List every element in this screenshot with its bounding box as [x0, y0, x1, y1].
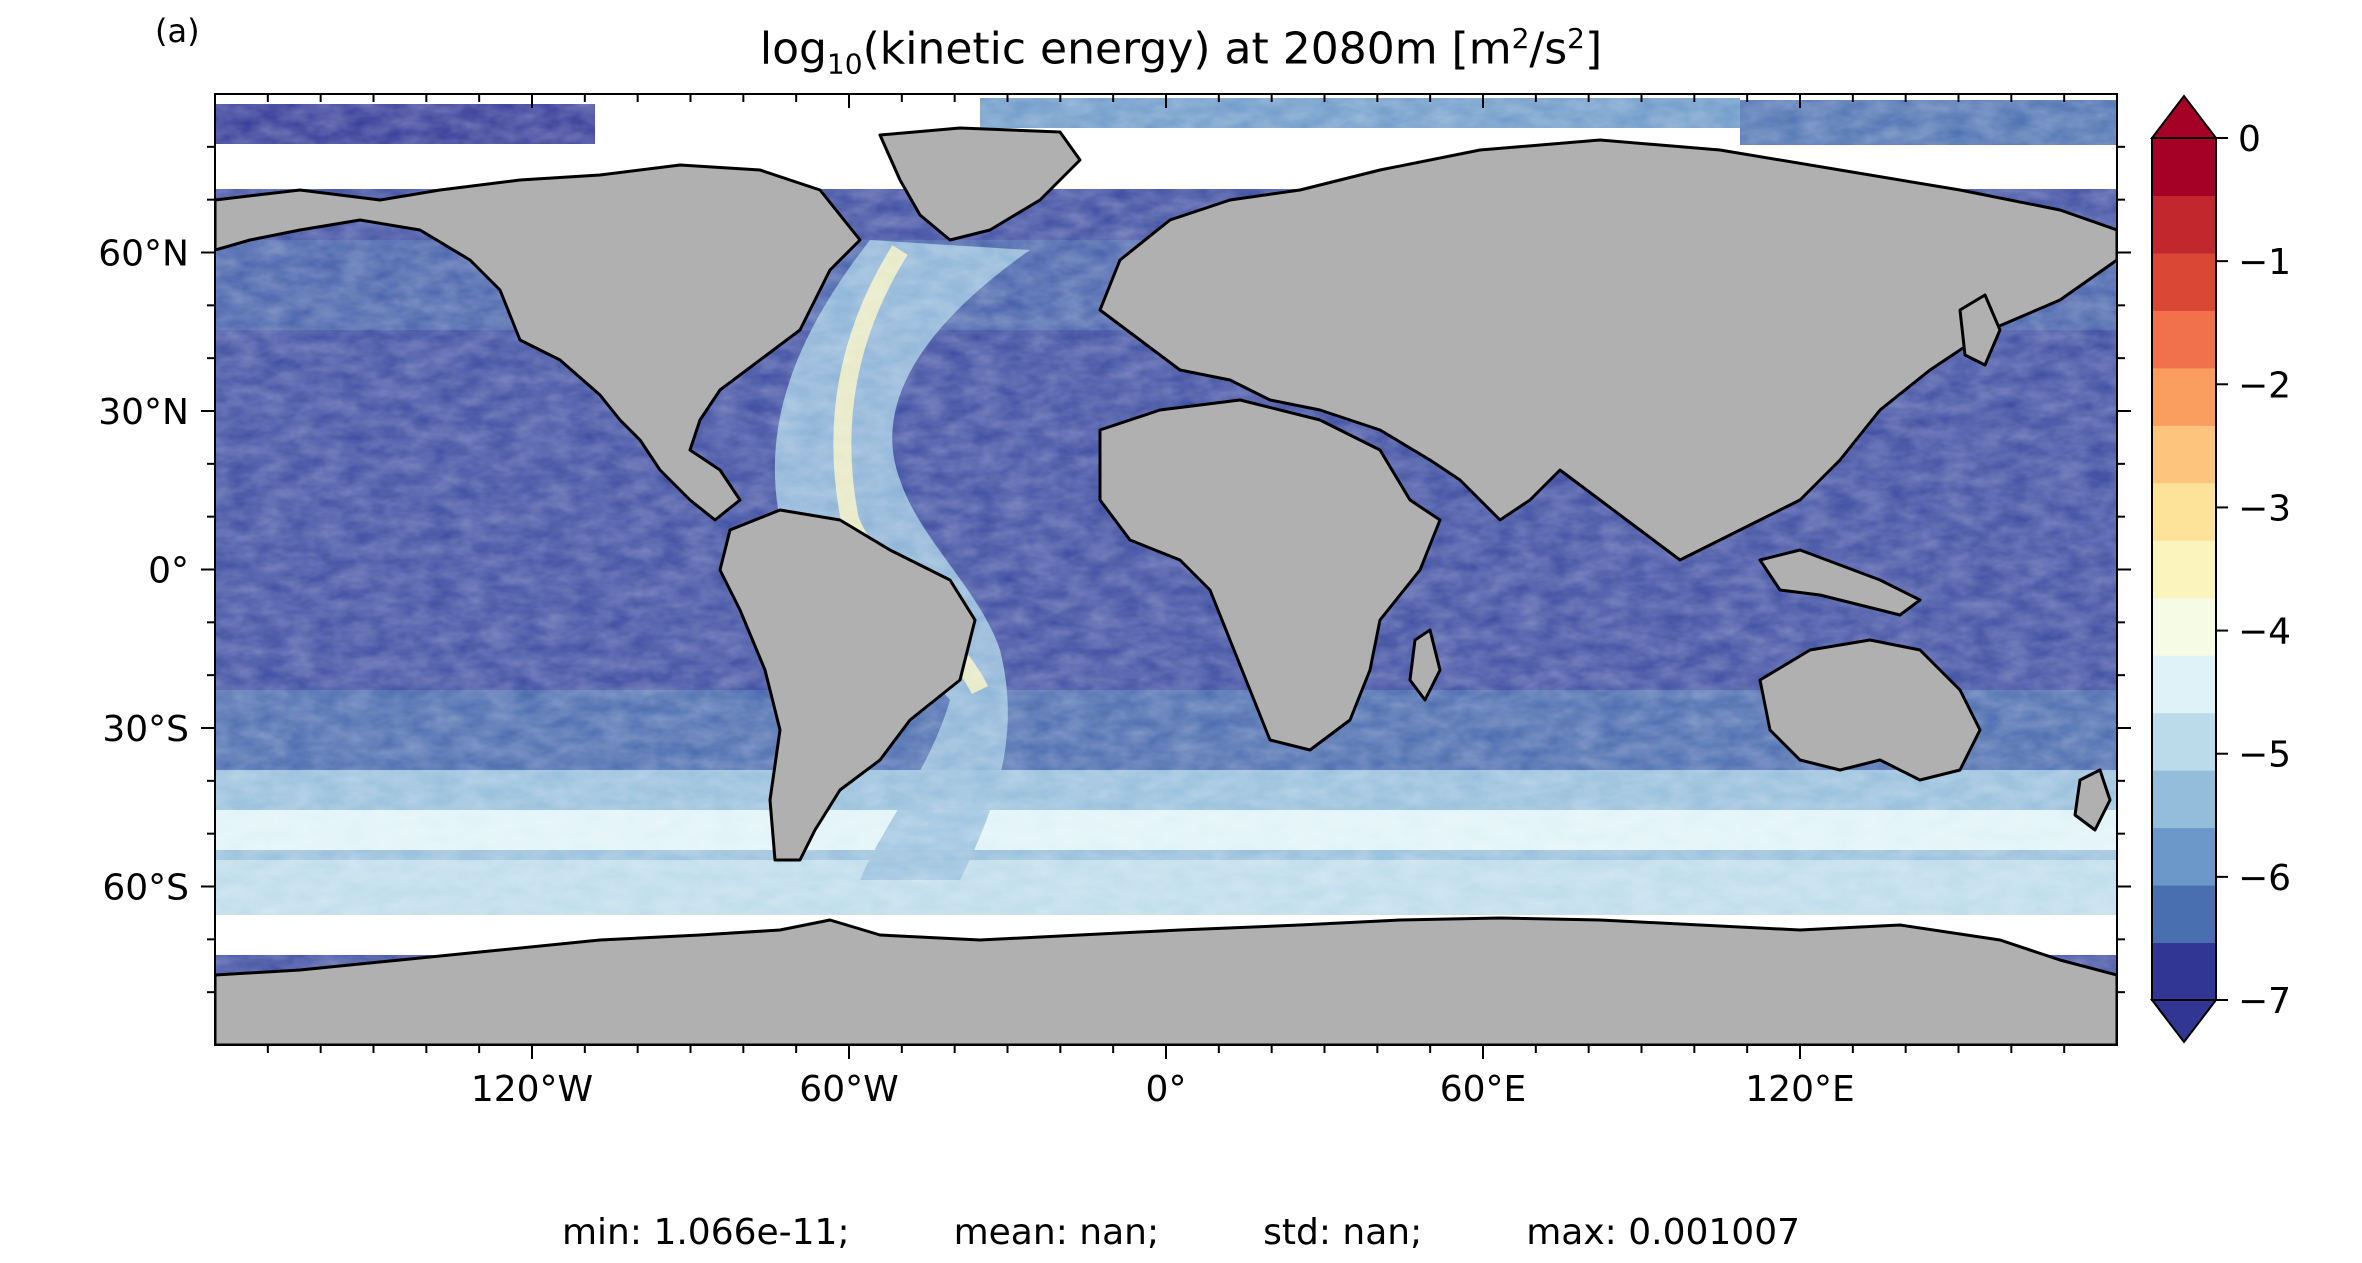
colorbar-tick-label: −2 — [2238, 365, 2291, 406]
colorbar-segment — [2152, 597, 2216, 656]
colorbar-tick-label: −3 — [2238, 488, 2291, 529]
colorbar-tick-label: −1 — [2238, 242, 2291, 283]
axis-ticks: 60°N 30°N 0° 30°S 60°S 120°W 60°W 0° 60°E 120°E — [98, 94, 2131, 1110]
colorbar-tick-label: −5 — [2238, 735, 2291, 776]
colorbar-segment — [2152, 827, 2216, 886]
lat-tick-label: 30°N — [98, 392, 189, 433]
colorbar-segment — [2152, 195, 2216, 254]
colorbar-segment — [2152, 252, 2216, 311]
panel-label: (a) — [155, 12, 200, 50]
colorbar-segment — [2152, 482, 2216, 541]
colorbar: 0 −1 −2 −3 −4 −5 −6 −7 — [2149, 94, 2291, 1044]
stats-line: min: 1.066e-11; mean: nan; std: nan; max: 0… — [0, 1212, 2362, 1253]
indonesia-land — [1758, 548, 1922, 617]
greenland-land — [878, 126, 1082, 242]
colorbar-segment — [2152, 310, 2216, 369]
europe-asia-land — [1098, 138, 2117, 562]
map-area — [215, 94, 2117, 1045]
stat-mean: mean: nan; — [953, 1212, 1160, 1253]
lon-tick-label: 120°E — [1745, 1069, 1854, 1110]
lon-tick-label: 0° — [1146, 1069, 1187, 1110]
colorbar-segment — [2152, 138, 2216, 196]
land-group — [215, 126, 2117, 1045]
lon-tick-label: 60°E — [1440, 1069, 1527, 1110]
madagascar-land — [1408, 628, 1442, 702]
lat-tick-label: 0° — [148, 551, 189, 592]
colorbar-extend-bottom — [2149, 999, 2219, 1044]
lon-tick-label: 60°W — [799, 1069, 898, 1110]
colorbar-segment — [2152, 770, 2216, 829]
colorbar-segment — [2152, 540, 2216, 599]
australia-land — [1758, 638, 1982, 782]
lat-tick-label: 30°S — [102, 709, 189, 750]
map-title: log10(kinetic energy) at 2080m [m2/s2] — [759, 22, 1603, 81]
antarctica-land — [215, 916, 2117, 1045]
colorbar-frame — [2151, 137, 2217, 1001]
colorbar-segment — [2152, 367, 2216, 426]
stat-max: max: 0.001007 — [1526, 1212, 1800, 1253]
colorbar-extend-top — [2149, 94, 2219, 139]
lat-tick-label: 60°S — [102, 868, 189, 909]
lat-tick-label: 60°N — [98, 234, 189, 275]
colorbar-segment — [2152, 425, 2216, 484]
colorbar-segment — [2152, 942, 2216, 1001]
africa-land — [1098, 398, 1442, 752]
colorbar-segment — [2152, 885, 2216, 944]
south-america-land — [718, 508, 977, 862]
stat-min: min: 1.066e-11; — [561, 1212, 850, 1253]
colorbar-segment — [2152, 655, 2216, 714]
colorbar-tick-label: −4 — [2238, 612, 2291, 653]
japan-land — [1958, 293, 2002, 367]
colorbar-segment — [2152, 712, 2216, 771]
new-zealand-land — [2073, 768, 2112, 832]
colorbar-tick-label: −7 — [2238, 981, 2291, 1022]
colorbar-tick-label: −6 — [2238, 858, 2291, 899]
north-america-land — [215, 163, 862, 522]
stat-std: std: nan; — [1263, 1212, 1423, 1253]
colorbar-tick-label: 0 — [2238, 119, 2261, 160]
lon-tick-label: 120°W — [471, 1069, 593, 1110]
